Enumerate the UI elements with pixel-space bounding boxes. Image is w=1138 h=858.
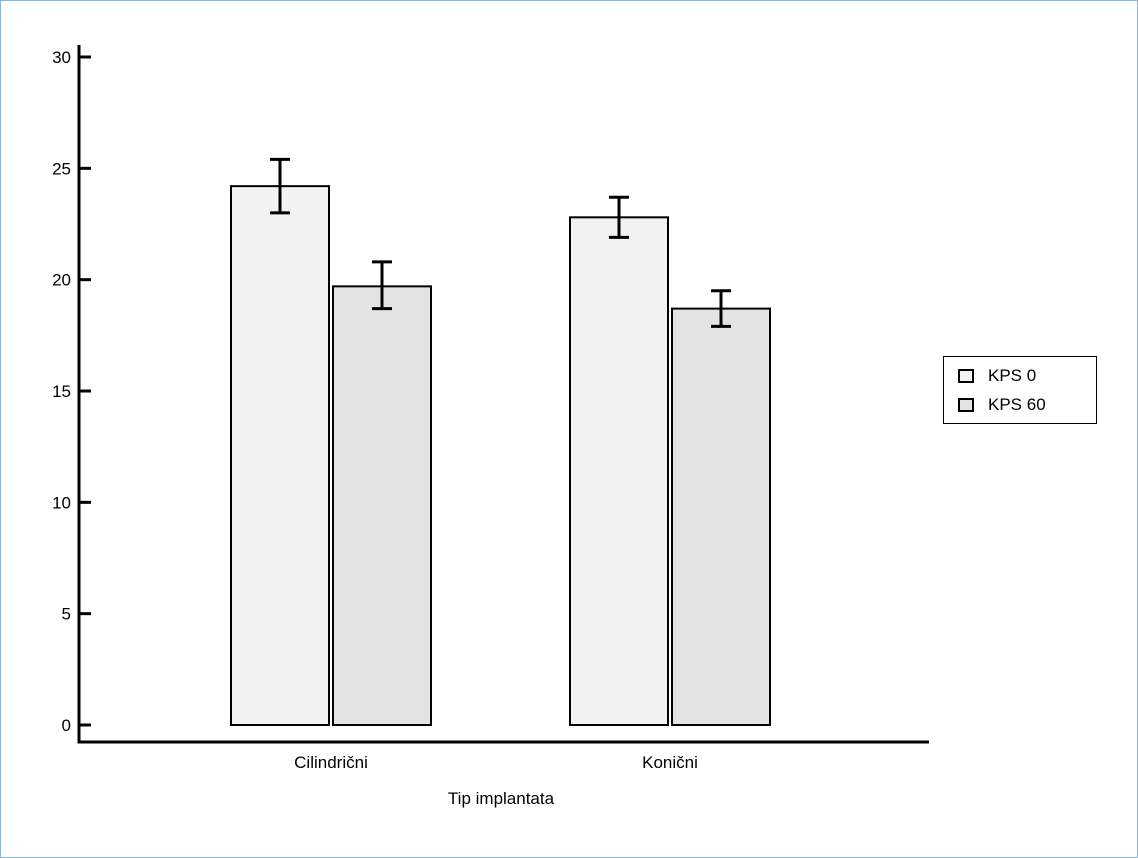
bar (230, 185, 330, 726)
y-tick-label: 5 (62, 605, 71, 624)
bar (671, 307, 771, 726)
legend-label: KPS 60 (988, 395, 1046, 414)
bar (569, 216, 669, 726)
y-tick-label: 10 (52, 493, 71, 512)
legend-item-kps-60: KPS 60 (958, 394, 1046, 416)
y-tick-label: 15 (52, 382, 71, 401)
legend-swatch (958, 398, 974, 412)
error-bars (270, 157, 731, 328)
legend: KPS 0 KPS 60 (943, 356, 1097, 424)
x-tick-label: Cilindrični (294, 753, 368, 772)
bars (230, 185, 771, 726)
x-axis-labels: Cilindrični Konični (294, 753, 698, 772)
x-tick-label: Konični (642, 753, 698, 772)
x-axis-title: Tip implantata (448, 789, 555, 808)
y-axis-ticks: 0 5 10 15 20 25 30 (52, 48, 91, 735)
y-tick-label: 25 (52, 159, 71, 178)
legend-label: KPS 0 (988, 366, 1037, 385)
legend-item-kps-0: KPS 0 (958, 365, 1036, 387)
legend-swatch (958, 369, 974, 383)
bar (332, 285, 432, 726)
y-tick-label: 0 (62, 716, 71, 735)
y-tick-label: 20 (52, 271, 71, 290)
y-tick-label: 30 (52, 48, 71, 67)
